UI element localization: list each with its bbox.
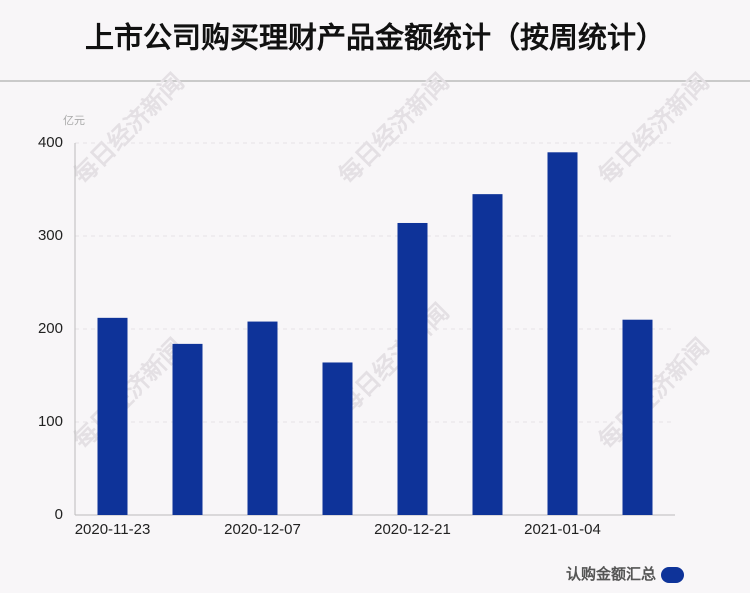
legend-label: 认购金额汇总 [566,565,656,583]
x-tick-label: 2020-12-21 [374,521,451,538]
bar [622,319,653,515]
bar [472,194,503,515]
legend-swatch [661,567,684,583]
y-tick-label: 100 [38,413,63,430]
y-tick-label: 400 [38,134,63,151]
unit-label: 亿元 [63,114,85,127]
y-tick-label: 200 [38,320,63,337]
bar [322,362,353,515]
x-tick-label: 2020-12-07 [224,521,301,538]
bar [247,321,278,515]
chart-title: 上市公司购买理财产品金额统计（按周统计） [85,21,665,55]
x-tick-label: 2020-11-23 [75,521,151,538]
x-tick-label: 2021-01-04 [524,521,601,538]
bar [172,343,203,515]
y-tick-label: 300 [38,227,63,244]
y-tick-label: 0 [55,506,63,523]
bar [397,222,428,516]
bar [97,317,128,515]
bar [547,152,578,516]
